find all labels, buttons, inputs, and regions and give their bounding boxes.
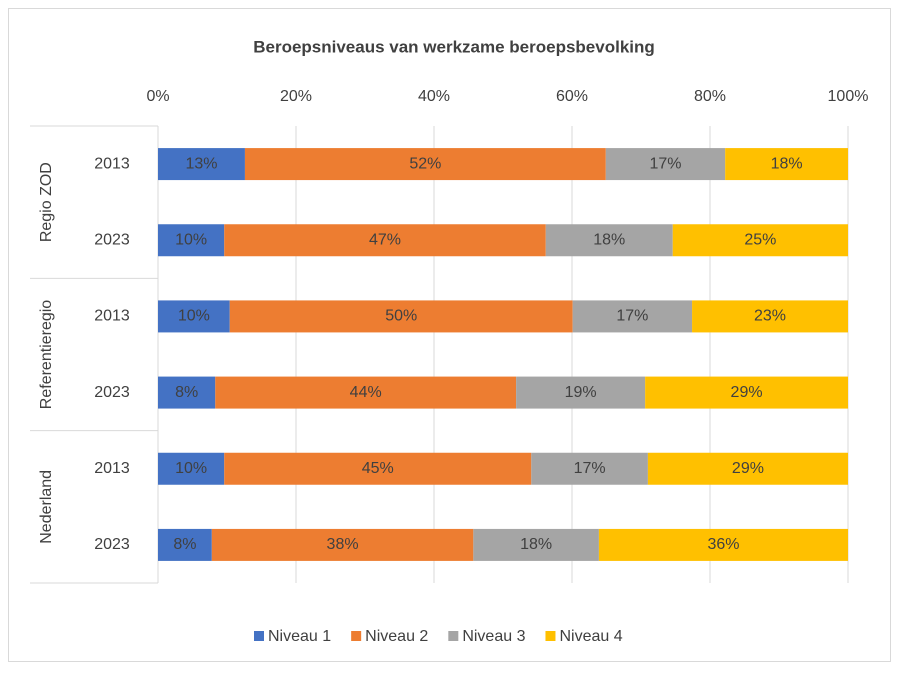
data-label: 13% bbox=[185, 155, 217, 172]
y-tick-label: 2013 bbox=[94, 308, 130, 325]
data-label: 50% bbox=[385, 308, 417, 325]
data-label: 10% bbox=[175, 460, 207, 477]
bar-segment bbox=[647, 452, 848, 485]
bar-segment bbox=[516, 376, 646, 409]
bar-segment bbox=[645, 376, 848, 409]
bar-segment bbox=[224, 224, 546, 257]
bar-segment bbox=[158, 300, 230, 333]
bar-segment bbox=[158, 376, 216, 409]
legend: Niveau 1 Niveau 2 Niveau 3 Niveau 4 bbox=[254, 628, 623, 645]
data-label: 17% bbox=[649, 155, 681, 172]
data-label: 44% bbox=[350, 384, 382, 401]
data-label: 47% bbox=[369, 231, 401, 248]
group-label: Nederland bbox=[38, 470, 55, 544]
y-tick-label: 2013 bbox=[94, 155, 130, 172]
data-label: 36% bbox=[707, 536, 739, 553]
bar-segment bbox=[215, 376, 517, 409]
bar-segment bbox=[531, 452, 648, 485]
bar-segment bbox=[598, 528, 848, 561]
bar-segment bbox=[158, 148, 245, 181]
data-label: 19% bbox=[565, 384, 597, 401]
data-label: 10% bbox=[178, 308, 210, 325]
bar-segment bbox=[158, 224, 225, 257]
bar-segment bbox=[605, 148, 726, 181]
bar-segment bbox=[725, 148, 848, 181]
data-label: 52% bbox=[409, 155, 441, 172]
x-tick-label: 0% bbox=[146, 88, 169, 105]
y-tick-label: 2023 bbox=[94, 231, 130, 248]
legend-swatch bbox=[448, 631, 459, 641]
bar-segment bbox=[158, 452, 225, 485]
bar-segment bbox=[473, 528, 599, 561]
x-tick-label: 20% bbox=[280, 88, 312, 105]
data-label: 17% bbox=[574, 460, 606, 477]
bar-segment bbox=[572, 300, 693, 333]
x-tick-label: 100% bbox=[828, 88, 869, 105]
data-label: 23% bbox=[754, 308, 786, 325]
chart-frame bbox=[8, 8, 891, 662]
legend-swatch bbox=[254, 631, 264, 641]
group-label: Regio ZOD bbox=[38, 162, 55, 242]
data-label: 8% bbox=[173, 536, 196, 553]
x-tick-label: 80% bbox=[694, 88, 726, 105]
bar-segment bbox=[692, 300, 848, 333]
data-label: 29% bbox=[731, 384, 763, 401]
legend-swatch bbox=[545, 631, 556, 641]
data-label: 8% bbox=[175, 384, 198, 401]
data-label: 25% bbox=[744, 231, 776, 248]
data-label: 45% bbox=[362, 460, 394, 477]
legend-label: Niveau 2 bbox=[365, 628, 428, 645]
data-label: 17% bbox=[616, 308, 648, 325]
legend-swatch bbox=[351, 631, 362, 641]
data-label: 38% bbox=[327, 536, 359, 553]
y-tick-label: 2023 bbox=[94, 536, 130, 553]
bar-segment bbox=[672, 224, 848, 257]
chart-title: Beroepsniveaus van werkzame beroepsbevol… bbox=[253, 37, 655, 56]
x-tick-label: 40% bbox=[418, 88, 450, 105]
y-tick-label: 2023 bbox=[94, 384, 130, 401]
data-label: 18% bbox=[520, 536, 552, 553]
bar-segment bbox=[244, 148, 606, 181]
data-label: 18% bbox=[771, 155, 803, 172]
bar-segment bbox=[545, 224, 673, 257]
x-tick-label: 60% bbox=[556, 88, 588, 105]
bar-segment bbox=[224, 452, 532, 485]
legend-label: Niveau 4 bbox=[559, 628, 622, 645]
data-label: 10% bbox=[175, 231, 207, 248]
y-tick-label: 2013 bbox=[94, 460, 130, 477]
legend-label: Niveau 1 bbox=[268, 628, 331, 645]
bar-segment bbox=[211, 528, 474, 561]
bar-segment bbox=[158, 528, 212, 561]
data-label: 29% bbox=[732, 460, 764, 477]
group-label: Referentieregio bbox=[38, 300, 55, 410]
bar-segment bbox=[229, 300, 573, 333]
legend-label: Niveau 3 bbox=[462, 628, 525, 645]
data-label: 18% bbox=[593, 231, 625, 248]
